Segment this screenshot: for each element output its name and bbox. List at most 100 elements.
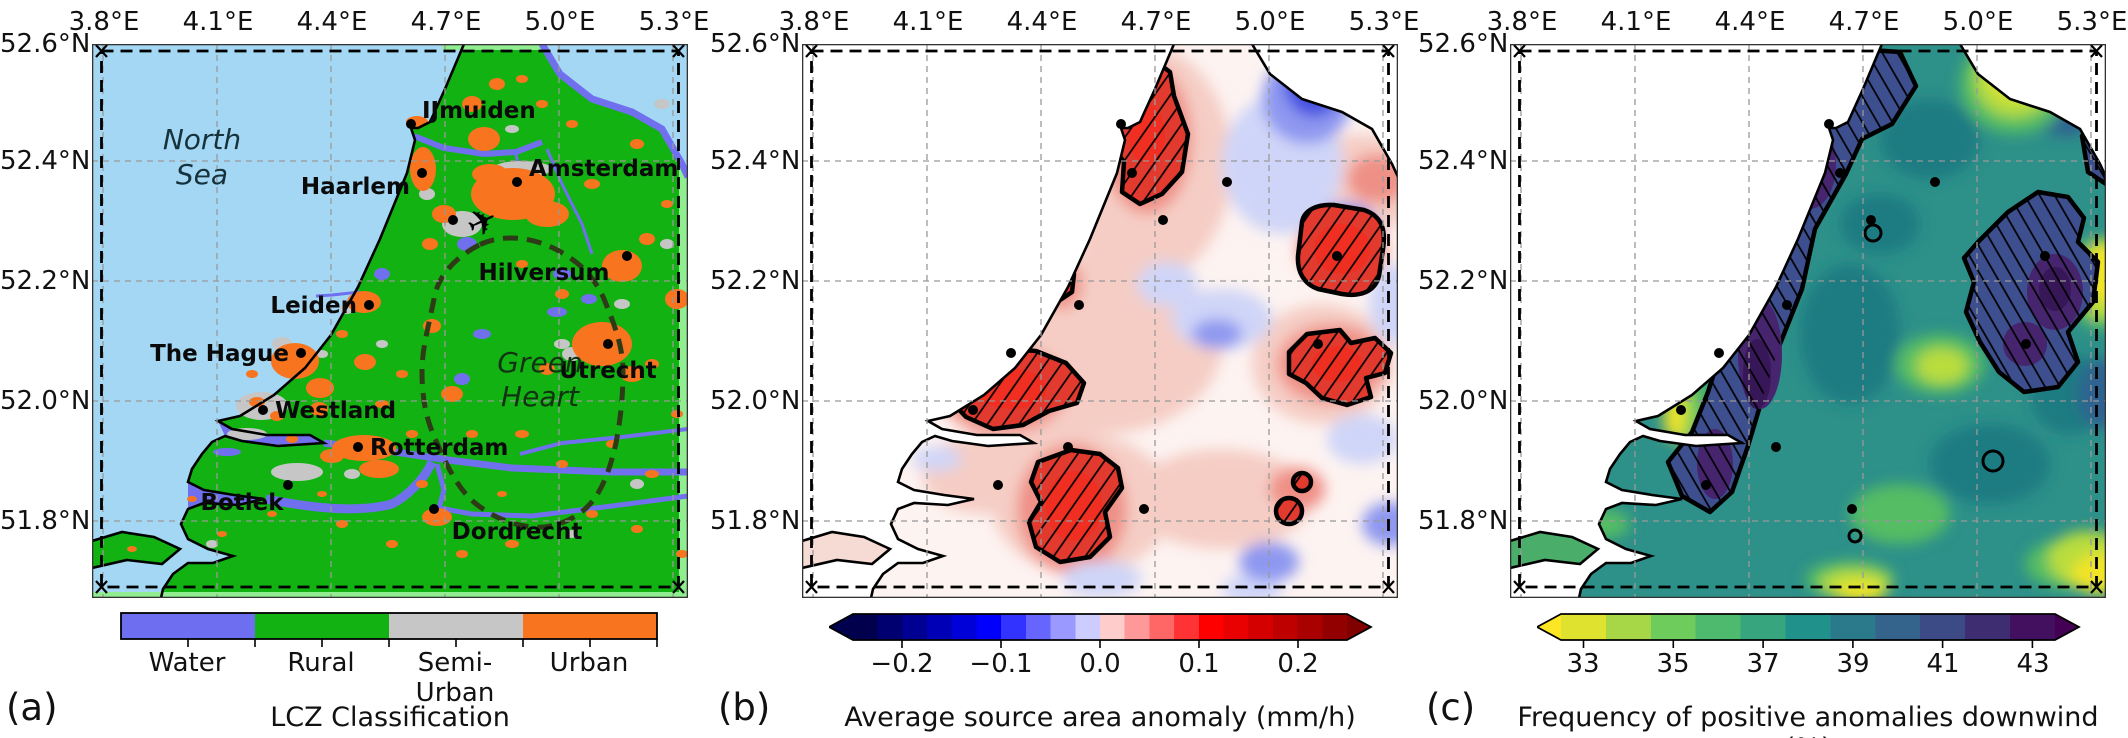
x-tick-label: 4.1°E [182, 7, 254, 37]
colorbar-tick: −0.2 [870, 649, 934, 679]
city-dots [968, 119, 1342, 514]
lcz-legend-bar [120, 612, 658, 647]
city-dots [258, 119, 632, 514]
city-label: The Hague [150, 341, 289, 367]
x-tick-label: 3.8°E [68, 7, 140, 37]
green-heart-label: Green [497, 346, 582, 379]
panel-c-title: Frequency of positive anomalies downwind… [1517, 702, 2099, 738]
city-label: Rotterdam [370, 435, 508, 461]
colorbar-tick: 33 [1566, 649, 1600, 679]
legend-label: Water [148, 648, 226, 678]
gridlines [92, 44, 688, 598]
x-tick-label: 4.7°E [410, 7, 482, 37]
y-tick-label: 52.6°N [710, 29, 801, 59]
city-label: Botlek [200, 490, 284, 516]
city-dots [1676, 119, 2050, 514]
domain-box [1513, 44, 2103, 594]
y-tick-label: 51.8°N [0, 506, 91, 536]
x-tick-label: 5.0°E [1234, 7, 1306, 37]
panel-b-title: Average source area anomaly (mm/h) [844, 702, 1356, 733]
panel-b-letter: (b) [718, 686, 771, 729]
city-label: Westland [275, 398, 396, 424]
coastline [92, 44, 466, 598]
x-tick-label: 4.1°E [1600, 7, 1672, 37]
green-heart-label: Heart [501, 380, 580, 413]
x-tick-label: 4.1°E [892, 7, 964, 37]
frequency-map [1510, 44, 2106, 598]
y-tick-label: 52.0°N [0, 386, 91, 416]
y-tick-label: 52.6°N [0, 29, 91, 59]
panel-a-title: LCZ Classification [270, 702, 510, 733]
x-tick-label: 3.8°E [1486, 7, 1558, 37]
panel-a: 3.8°E 4.1°E 4.4°E 4.7°E 5.0°E 5.3°E 52.6… [0, 0, 710, 738]
domain-box [805, 44, 1395, 594]
anomaly-colorbar [829, 613, 1373, 648]
y-tick-label: 52.0°N [710, 386, 801, 416]
city-label: Hilversum [479, 260, 610, 286]
hatched-high-regions [1665, 45, 2106, 544]
x-tick-label: 5.0°E [524, 7, 596, 37]
gridlines [1510, 44, 2106, 598]
colorbar-tick: 0.0 [1079, 649, 1121, 679]
colorbar-tick: 35 [1656, 649, 1690, 679]
y-tick-label: 52.4°N [1418, 146, 1509, 176]
green-heart-outline [419, 235, 626, 530]
panel-c-letter: (c) [1426, 686, 1476, 729]
city-label: Haarlem [301, 174, 410, 200]
colorbar-tick: 43 [2016, 649, 2050, 679]
north-sea-label: North [163, 123, 241, 156]
colorbar-tick: 37 [1746, 649, 1780, 679]
x-tick-label: 5.3°E [638, 7, 710, 37]
water-nodata [1252, 44, 1398, 177]
y-tick-label: 51.8°N [1418, 506, 1509, 536]
panel-a-letter: (a) [6, 686, 58, 729]
y-tick-label: 52.2°N [1418, 266, 1509, 296]
city-label: Amsterdam [529, 156, 678, 182]
x-tick-label: 4.4°E [1714, 7, 1786, 37]
island [1510, 532, 1598, 568]
colorbar-tick: 39 [1836, 649, 1870, 679]
x-tick-label: 4.4°E [1006, 7, 1078, 37]
x-tick-label: 5.0°E [1942, 7, 2014, 37]
city-label: Utrecht [559, 358, 657, 384]
y-tick-label: 52.6°N [1418, 29, 1509, 59]
city-label: Leiden [270, 293, 357, 319]
island [802, 532, 890, 568]
x-tick-label: 5.3°E [1348, 7, 1420, 37]
y-tick-label: 52.4°N [0, 146, 91, 176]
north-sea-label: Sea [176, 158, 228, 191]
y-tick-label: 52.2°N [710, 266, 801, 296]
panel-c: 3.8°E 4.1°E 4.4°E 4.7°E 5.0°E 5.3°E 52.6… [1418, 0, 2128, 738]
lcz-map: IJmuiden Haarlem Amsterdam Hilversum Lei… [92, 44, 688, 598]
colorbar-tick: −0.1 [969, 649, 1033, 679]
coastline [1510, 44, 1884, 598]
legend-label: Semi-Urban [415, 648, 495, 708]
city-label: Dordrecht [452, 519, 583, 545]
colorbar-tick: 0.2 [1277, 649, 1319, 679]
colorbar-tick: 0.1 [1178, 649, 1220, 679]
city-label: IJmuiden [422, 98, 536, 124]
gridlines [802, 44, 1398, 598]
y-tick-label: 51.8°N [710, 506, 801, 536]
coastline [802, 44, 1176, 598]
plot-frame [1510, 44, 2106, 598]
x-tick-label: 4.7°E [1828, 7, 1900, 37]
x-tick-label: 5.3°E [2056, 7, 2128, 37]
colorbar-tick: 41 [1926, 649, 1960, 679]
hatched-positive-regions [943, 57, 1394, 565]
anomaly-map [802, 44, 1398, 598]
plot-frame [92, 44, 688, 598]
panel-b: 3.8°E 4.1°E 4.4°E 4.7°E 5.0°E 5.3°E 52.6… [710, 0, 1420, 738]
domain-box [95, 44, 685, 594]
legend-label: Urban [549, 648, 629, 678]
legend-label: Rural [287, 648, 355, 678]
x-tick-label: 4.7°E [1120, 7, 1192, 37]
plot-frame [802, 44, 1398, 598]
y-tick-label: 52.2°N [0, 266, 91, 296]
y-tick-label: 52.4°N [710, 146, 801, 176]
x-tick-label: 4.4°E [296, 7, 368, 37]
frequency-colorbar [1537, 613, 2081, 648]
y-tick-label: 52.0°N [1418, 386, 1509, 416]
x-tick-label: 3.8°E [778, 7, 850, 37]
